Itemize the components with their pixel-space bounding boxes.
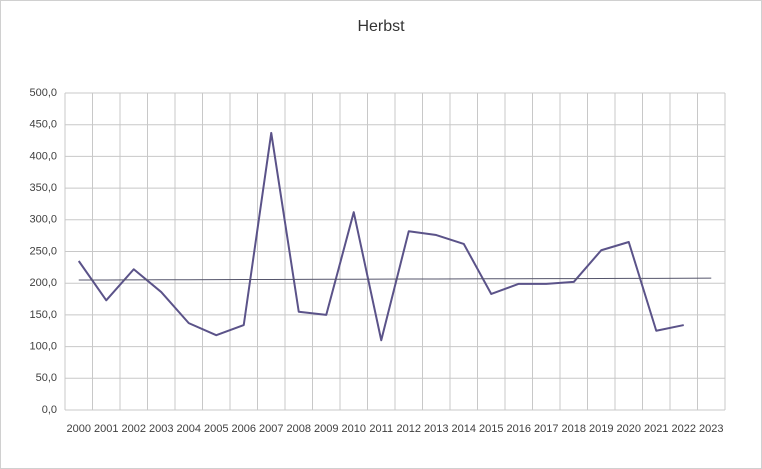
x-tick-label: 2017 [534, 423, 558, 435]
x-tick-label: 2015 [479, 423, 503, 435]
y-tick-label: 250,0 [29, 245, 57, 257]
y-tick-label: 500,0 [29, 87, 57, 99]
x-tick-label: 2008 [287, 423, 311, 435]
y-tick-label: 50,0 [36, 372, 57, 384]
x-tick-label: 2021 [644, 423, 668, 435]
x-tick-label: 2004 [177, 423, 201, 435]
trend-line [78, 277, 712, 281]
data-line [77, 131, 684, 342]
x-tick-label: 2003 [149, 423, 173, 435]
y-tick-label: 350,0 [29, 182, 57, 194]
y-tick-label: 400,0 [29, 150, 57, 162]
y-tick-label: 200,0 [29, 277, 57, 289]
x-tick-label: 2022 [672, 423, 696, 435]
x-tick-label: 2007 [259, 423, 283, 435]
chart-title: Herbst [357, 18, 405, 35]
x-tick-label: 2006 [232, 423, 256, 435]
x-tick-label: 2011 [369, 423, 393, 435]
x-tick-label: 2002 [122, 423, 146, 435]
x-tick-label: 2010 [342, 423, 366, 435]
x-tick-label: 2020 [617, 423, 641, 435]
y-tick-label: 100,0 [29, 341, 57, 353]
x-tick-label: 2009 [314, 423, 338, 435]
x-tick-label: 2005 [204, 423, 228, 435]
x-tick-label: 2013 [424, 423, 448, 435]
x-tick-label: 2001 [94, 423, 118, 435]
y-tick-label: 150,0 [29, 309, 57, 321]
x-tick-label: 2014 [452, 423, 476, 435]
y-tick-label: 450,0 [29, 119, 57, 131]
y-tick-label: 0,0 [42, 404, 57, 416]
x-tick-label: 2012 [397, 423, 421, 435]
x-tick-label: 2018 [562, 423, 586, 435]
x-tick-label: 2023 [699, 423, 723, 435]
x-tick-label: 2000 [67, 423, 91, 435]
x-tick-label: 2019 [589, 423, 613, 435]
x-tick-label: 2016 [507, 423, 531, 435]
y-tick-label: 300,0 [29, 214, 57, 226]
